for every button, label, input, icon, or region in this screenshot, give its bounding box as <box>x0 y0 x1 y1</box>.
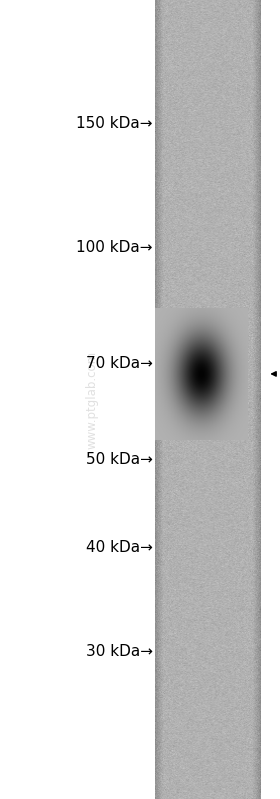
Text: 30 kDa→: 30 kDa→ <box>86 644 153 658</box>
Text: 40 kDa→: 40 kDa→ <box>86 540 153 555</box>
Text: 70 kDa→: 70 kDa→ <box>86 356 153 371</box>
Text: 150 kDa→: 150 kDa→ <box>76 117 153 131</box>
Text: www.ptglab.com: www.ptglab.com <box>86 351 99 448</box>
Text: 100 kDa→: 100 kDa→ <box>76 240 153 255</box>
Text: 50 kDa→: 50 kDa→ <box>86 452 153 467</box>
